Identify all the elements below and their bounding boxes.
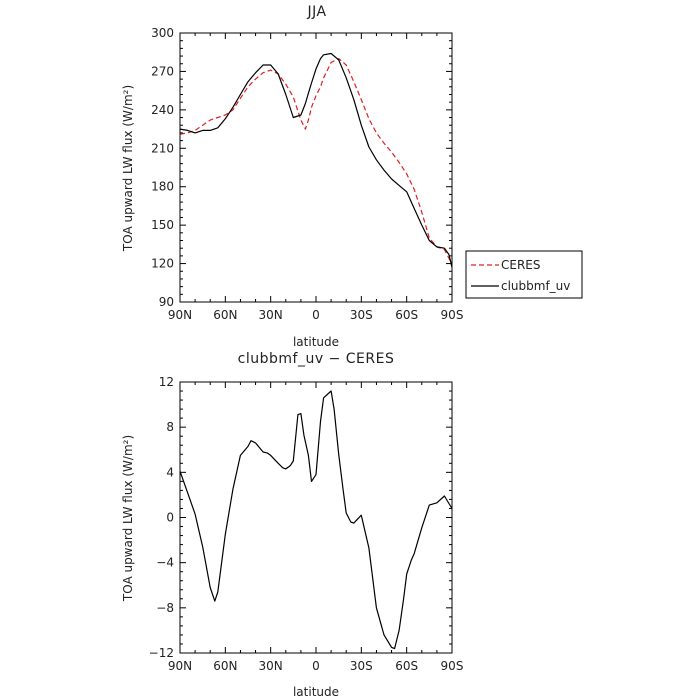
- x-tick-label: 0: [312, 308, 320, 322]
- x-tick-label: 90N: [168, 308, 192, 322]
- x-tick-label: 60N: [213, 659, 237, 673]
- x-tick-label: 90S: [441, 308, 464, 322]
- x-tick-label: 30S: [350, 308, 373, 322]
- y-tick-label: 180: [151, 180, 174, 194]
- top-chart-title: JJA: [306, 4, 326, 20]
- y-tick-label: 4: [166, 465, 174, 479]
- bottom-plot-frame: [179, 381, 453, 654]
- legend-label-ceres: CERES: [501, 258, 541, 272]
- y-tick-label: 90: [159, 295, 174, 309]
- top-plot-frame: [179, 32, 453, 303]
- bottom-x-axis-label: latitude: [293, 685, 339, 699]
- bottom-y-axis-label: TOA upward LW flux (W/m²): [121, 435, 135, 602]
- top-y-tick-labels: 90 120 150 180 210 240 270 300: [151, 26, 174, 309]
- top-x-tick-labels: 90N 60N 30N 0 30S 60S 90S: [168, 308, 464, 322]
- bottom-y-tick-labels: −12 −8 −4 0 4 8 12: [149, 375, 174, 660]
- series-line-ceres: [179, 57, 453, 267]
- y-tick-label: 300: [151, 26, 174, 40]
- bottom-ticks-layer: [179, 381, 453, 654]
- y-tick-label: 12: [159, 375, 174, 389]
- top-x-axis-label: latitude: [293, 335, 339, 349]
- top-series-layer: [179, 52, 453, 268]
- bottom-x-tick-labels: 90N 60N 30N 0 30S 60S 90S: [168, 659, 464, 673]
- x-tick-label: 60S: [395, 308, 418, 322]
- y-tick-label: 240: [151, 103, 174, 117]
- series-line-clubbmf-uv: [179, 52, 453, 268]
- y-tick-label: 270: [151, 64, 174, 78]
- y-tick-label: 210: [151, 141, 174, 155]
- x-tick-label: 60N: [213, 308, 237, 322]
- top-y-axis-label: TOA upward LW flux (W/m²): [121, 85, 135, 252]
- y-tick-label: −4: [156, 556, 174, 570]
- bottom-panel: clubbmf_uv − CERES −12 −8 −4 0 4 8 12 90N 60N 30…: [121, 351, 463, 699]
- series-line-difference: [179, 390, 453, 650]
- y-tick-label: 8: [166, 420, 174, 434]
- top-panel: JJA 90 120 150 180 210 240 270 300 90N 60N 30N 0 30…: [121, 4, 463, 349]
- x-tick-label: 0: [312, 659, 320, 673]
- legend-box: [465, 250, 583, 299]
- y-tick-label: 0: [166, 511, 174, 525]
- x-tick-label: 90N: [168, 659, 192, 673]
- x-tick-label: 90S: [441, 659, 464, 673]
- x-tick-label: 60S: [395, 659, 418, 673]
- y-tick-label: 120: [151, 257, 174, 271]
- bottom-series-layer: [179, 390, 453, 650]
- bottom-chart-title: clubbmf_uv − CERES: [238, 351, 395, 367]
- y-tick-label: −8: [156, 601, 174, 615]
- x-tick-label: 30N: [259, 308, 283, 322]
- legend: CERES clubbmf_uv: [465, 250, 583, 299]
- x-tick-label: 30S: [350, 659, 373, 673]
- y-tick-label: 150: [151, 218, 174, 232]
- y-tick-label: −12: [149, 646, 174, 660]
- top-ticks-layer: [179, 32, 453, 303]
- legend-label-clubbmf-uv: clubbmf_uv: [501, 279, 570, 293]
- x-tick-label: 30N: [259, 659, 283, 673]
